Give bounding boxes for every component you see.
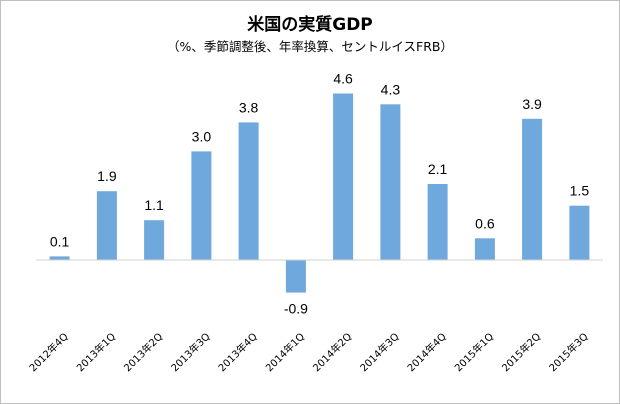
data-label: 2.1 — [428, 161, 448, 177]
data-label: 4.3 — [381, 81, 401, 97]
category-tick-label: 2014年2Q — [310, 330, 354, 374]
bar-2014年2Q — [333, 93, 354, 260]
bar-2014年1Q — [285, 260, 306, 293]
chart-title: 米国の実質GDP — [247, 14, 373, 35]
bar-2012年4Q — [49, 256, 70, 260]
data-label: 4.6 — [333, 71, 353, 87]
data-label: -0.9 — [284, 301, 308, 317]
data-label: 1.9 — [97, 168, 117, 184]
category-tick-label: 2015年3Q — [546, 330, 590, 374]
category-tick-label: 2012年4Q — [26, 330, 70, 374]
bar-2013年1Q — [96, 191, 117, 260]
data-label: 0.6 — [475, 215, 495, 231]
category-tick-label: 2014年4Q — [404, 330, 448, 374]
data-label: 0.1 — [50, 233, 70, 249]
category-tick-label: 2015年1Q — [452, 330, 496, 374]
bar-2015年2Q — [522, 118, 543, 260]
chart-subtitle: （%、季節調整後、年率換算、セントルイスFRB） — [167, 39, 453, 54]
bar-2013年3Q — [191, 151, 212, 260]
category-tick-label: 2013年1Q — [74, 330, 118, 374]
data-label: 1.5 — [570, 183, 590, 199]
data-label: 3.9 — [522, 96, 542, 112]
bar-2013年4Q — [238, 122, 259, 261]
bars-group — [49, 93, 590, 293]
category-tick-label: 2013年2Q — [121, 330, 165, 374]
bar-2013年2Q — [144, 220, 165, 260]
category-ticks-group: 2012年4Q 2013年1Q 2013年2Q 2013年3Q 2013年4Q 2014年… — [26, 330, 590, 374]
data-labels-group: 0.1 1.9 1.1 3.0 3.8 -0.9 4.6 4.3 2.1 0.6 3.9 1.5 — [50, 71, 589, 317]
data-label: 3.8 — [239, 99, 259, 115]
data-label: 1.1 — [144, 197, 164, 213]
category-tick-label: 2014年3Q — [357, 330, 401, 374]
bar-2014年4Q — [427, 184, 448, 260]
category-tick-label: 2014年1Q — [263, 330, 307, 374]
category-tick-label: 2013年4Q — [215, 330, 259, 374]
data-label: 3.0 — [192, 128, 212, 144]
category-tick-label: 2013年3Q — [168, 330, 212, 374]
bar-2015年3Q — [569, 205, 590, 260]
bar-2014年3Q — [380, 104, 401, 260]
bar-2015年1Q — [474, 238, 495, 260]
category-tick-label: 2015年2Q — [499, 330, 543, 374]
